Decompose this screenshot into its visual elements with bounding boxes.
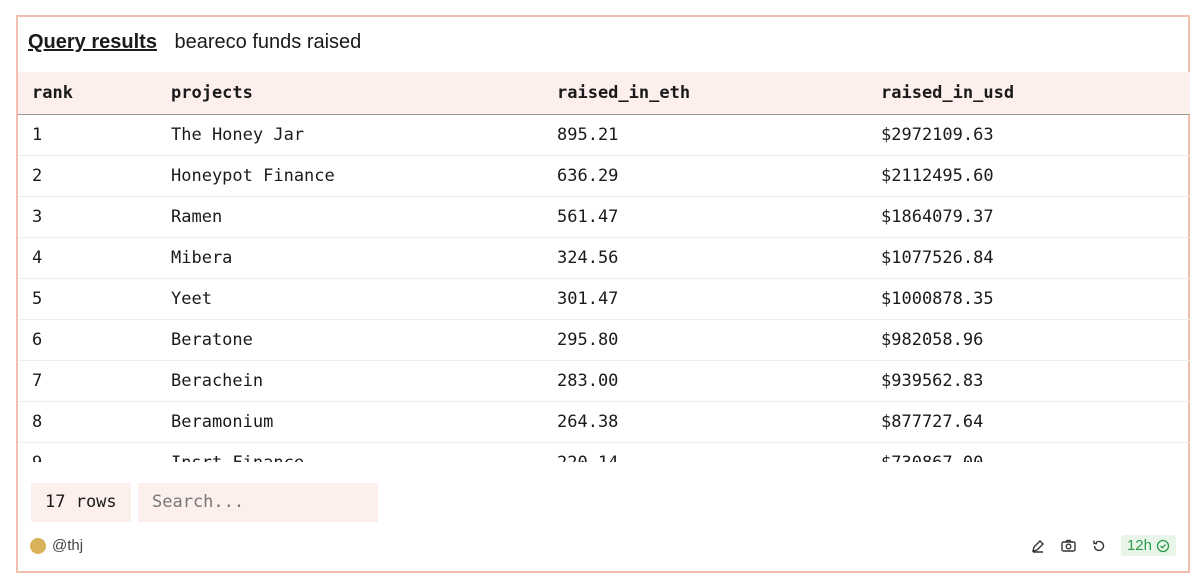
header: Query results beareco funds raised — [28, 31, 361, 54]
table-cell: $877727.64 — [881, 401, 1190, 443]
table-container: rank projects raised_in_eth raised_in_usd 1… — [18, 72, 1190, 462]
search-box[interactable]: Search... — [138, 483, 378, 522]
table-cell: 3 — [18, 196, 171, 238]
table-row: 5 Yeet 301.47 $1000878.35 — [18, 278, 1190, 320]
table-cell: $730867.00 — [881, 442, 1190, 462]
table-cell: 5 — [18, 278, 171, 320]
table-cell: Insrt Finance — [171, 442, 557, 462]
column-header: raised_in_usd — [881, 72, 1190, 115]
avatar — [30, 537, 46, 554]
table-cell: Berachein — [171, 360, 557, 402]
table-cell: 2 — [18, 155, 171, 197]
table-cell: 324.56 — [557, 237, 881, 279]
username: @thj — [52, 537, 84, 554]
screenshot-icon[interactable] — [1060, 538, 1077, 554]
table-row: 8 Beramonium 264.38 $877727.64 — [18, 401, 1190, 443]
table-cell: 1 — [18, 114, 171, 156]
column-header: raised_in_eth — [557, 72, 881, 115]
query-card: Query results beareco funds raised rank p… — [16, 15, 1190, 573]
table-row: 1 The Honey Jar 895.21 $2972109.63 — [18, 114, 1190, 156]
header-row: rank projects raised_in_eth raised_in_usd — [18, 72, 1190, 115]
row-count: 17 rows — [31, 483, 131, 522]
table-cell: 264.38 — [557, 401, 881, 443]
table-cell: $939562.83 — [881, 360, 1190, 402]
table-cell: 9 — [18, 442, 171, 462]
age: 12h — [1126, 537, 1152, 554]
table-cell: Mibera — [171, 237, 557, 279]
table-cell: 301.47 — [557, 278, 881, 320]
toolbar: 12h — [1030, 535, 1176, 556]
table-cell: 8 — [18, 401, 171, 443]
table-cell: $2972109.63 — [881, 114, 1190, 156]
table-cell: $1864079.37 — [881, 196, 1190, 238]
table-cell: Ramen — [171, 196, 557, 238]
table-cell: Beramonium — [171, 401, 557, 443]
table-cell: Beratone — [171, 319, 557, 361]
table-cell: $1000878.35 — [881, 278, 1190, 320]
table-row: 4 Mibera 324.56 $1077526.84 — [18, 237, 1190, 279]
age-badge: 12h — [1120, 535, 1176, 556]
table-cell: Honeypot Finance — [171, 155, 557, 197]
table-cell: 895.21 — [557, 114, 881, 156]
results-table: rank projects raised_in_eth raised_in_usd 1… — [18, 72, 1190, 462]
query-title: beareco funds raised — [174, 31, 362, 53]
table-row: 6 Beratone 295.80 $982058.96 — [18, 319, 1190, 361]
table-row: 7 Berachein 283.00 $939562.83 — [18, 360, 1190, 402]
table-cell: 7 — [18, 360, 171, 402]
table-cell: $982058.96 — [881, 319, 1190, 361]
table-cell: 636.29 — [557, 155, 881, 197]
table-cell: 283.00 — [557, 360, 881, 402]
table-cell: 561.47 — [557, 196, 881, 238]
table-cell: $1077526.84 — [881, 237, 1190, 279]
refresh-icon[interactable] — [1091, 538, 1107, 554]
table-row: 9Insrt Finance220.14$730867.00 — [18, 442, 1190, 462]
table-cell: 4 — [18, 237, 171, 279]
table-cell: $2112495.60 — [881, 155, 1190, 197]
check-icon — [1156, 539, 1170, 552]
query-results-link[interactable]: Query results — [28, 31, 157, 53]
table-cell: The Honey Jar — [171, 114, 557, 156]
table-row: 2 Honeypot Finance 636.29 $2112495.60 — [18, 155, 1190, 197]
table-body: 1 The Honey Jar 895.21 $2972109.63 2 Honeypot… — [18, 114, 1190, 462]
author[interactable]: @thj — [30, 537, 83, 554]
table-cell: 220.14 — [557, 442, 881, 462]
table-cell: Yeet — [171, 278, 557, 320]
table-cell: 295.80 — [557, 319, 881, 361]
column-header: rank — [18, 72, 171, 115]
table-row: 3 Ramen 561.47 $1864079.37 — [18, 196, 1190, 238]
edit-icon[interactable] — [1030, 538, 1046, 554]
column-header: projects — [171, 72, 557, 115]
table-cell: 6 — [18, 319, 171, 361]
